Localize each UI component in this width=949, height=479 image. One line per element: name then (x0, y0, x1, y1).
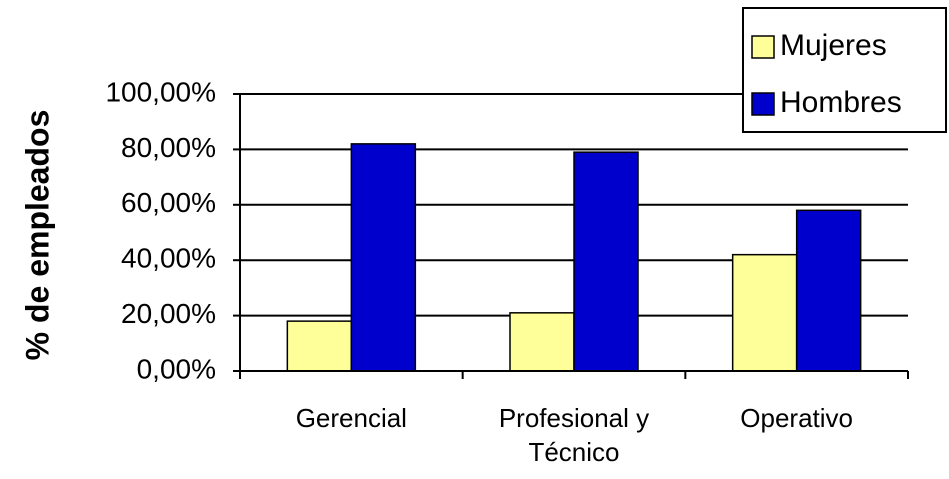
y-tick-label: 100,00% (105, 76, 216, 107)
bar (573, 151, 639, 372)
bar (509, 312, 575, 372)
bar (795, 209, 862, 372)
legend-label: Mujeres (780, 29, 887, 62)
x-tick-label-box: Profesional y Técnico (498, 403, 650, 467)
y-tick-label: 80,00% (121, 132, 216, 163)
y-tick-label: 0,00% (137, 353, 216, 384)
legend-box (742, 7, 947, 133)
x-tick-label-box: Operativo (740, 403, 854, 433)
legend-swatch (751, 92, 775, 116)
x-tick-label: Gerencial (295, 403, 407, 433)
y-axis-title: % de empleados (19, 110, 55, 361)
y-tick-label: 20,00% (121, 298, 216, 329)
x-tick-label-box: Gerencial (295, 403, 407, 433)
x-tick-label: Operativo (740, 403, 854, 433)
x-tick-label: Profesional y Técnico (498, 403, 650, 467)
bar (350, 143, 417, 372)
y-tick-label: 40,00% (121, 243, 216, 274)
legend-label: Hombres (780, 86, 902, 119)
bar (286, 320, 353, 372)
bar (731, 253, 798, 372)
legend-swatch (751, 35, 775, 59)
y-tick-label: 60,00% (121, 187, 216, 218)
